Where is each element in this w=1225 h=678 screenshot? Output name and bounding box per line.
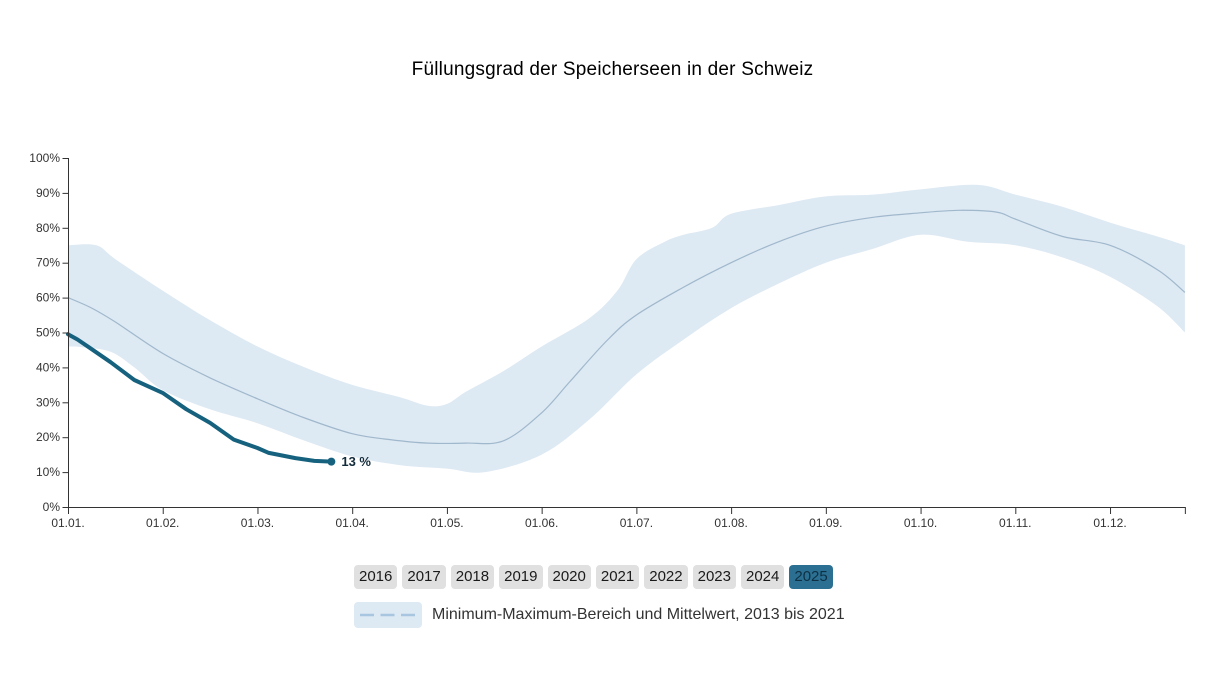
y-tick-label: 10%: [36, 465, 60, 479]
legend-label: Minimum-Maximum-Bereich und Mittelwert, …: [432, 606, 845, 623]
y-tick-label: 100%: [29, 151, 60, 165]
x-tick-label: 01.01.: [51, 516, 84, 530]
year-button-2023[interactable]: 2023: [692, 565, 736, 589]
year-button-2018[interactable]: 2018: [450, 565, 495, 589]
year-button-2024[interactable]: 2024: [741, 565, 785, 589]
x-tick-label: 01.11.: [999, 516, 1031, 530]
year-button-2019[interactable]: 2019: [499, 565, 543, 589]
y-tick-label: 60%: [36, 291, 60, 305]
end-value-annotation: 13 %: [341, 454, 371, 469]
year-button-2022[interactable]: 2022: [644, 565, 688, 589]
chart-canvas: 13 % 0% 10% 20% 30% 40% 50% 60% 70% 80% 90% 100% 01.…: [29, 151, 1186, 530]
y-tick-label: 70%: [36, 256, 60, 270]
x-tick-label: 01.07.: [620, 516, 653, 530]
x-tick-label: 01.02.: [146, 516, 179, 530]
y-tick-label: 50%: [36, 326, 60, 340]
year-button-2021[interactable]: 2021: [595, 565, 640, 589]
year-button-2017[interactable]: 2017: [402, 565, 446, 589]
x-tick-label: 01.10.: [904, 516, 937, 530]
legend-band-swatch: [354, 602, 422, 628]
x-tick-label: 01.06.: [525, 516, 558, 530]
min-max-band-area: [68, 184, 1185, 473]
legend: Minimum-Maximum-Bereich und Mittelwert, …: [354, 602, 845, 628]
x-tick-label: 01.04.: [336, 516, 369, 530]
year-button-2020[interactable]: 2020: [547, 565, 591, 589]
y-tick-label: 90%: [36, 186, 60, 200]
year-selector: 2016 2017 2018 2019 2020 2021 2022 2023 2024 2025: [354, 565, 833, 589]
chart-title: Füllungsgrad der Speicherseen in der Sch…: [411, 59, 814, 80]
legend-dashed-line-icon: [360, 613, 416, 617]
y-tick-label: 30%: [36, 395, 60, 409]
x-tick-label: 01.12.: [1093, 516, 1126, 530]
y-tick-label: 80%: [36, 221, 60, 235]
x-tick-label: 01.05.: [430, 516, 463, 530]
mean-line: [67, 209, 1186, 445]
y-tick-label: 40%: [36, 360, 60, 374]
x-tick-label: 01.08.: [714, 516, 747, 530]
year-button-2025[interactable]: 2025: [789, 565, 833, 589]
y-tick-label: 0%: [43, 500, 61, 514]
y-tick-label: 20%: [36, 430, 60, 444]
x-tick-label: 01.03.: [241, 516, 274, 530]
x-tick-label: 01.09.: [809, 516, 842, 530]
year-button-2016[interactable]: 2016: [354, 565, 398, 589]
line-2025-end-dot: [327, 457, 336, 466]
line-2025: [66, 332, 334, 464]
